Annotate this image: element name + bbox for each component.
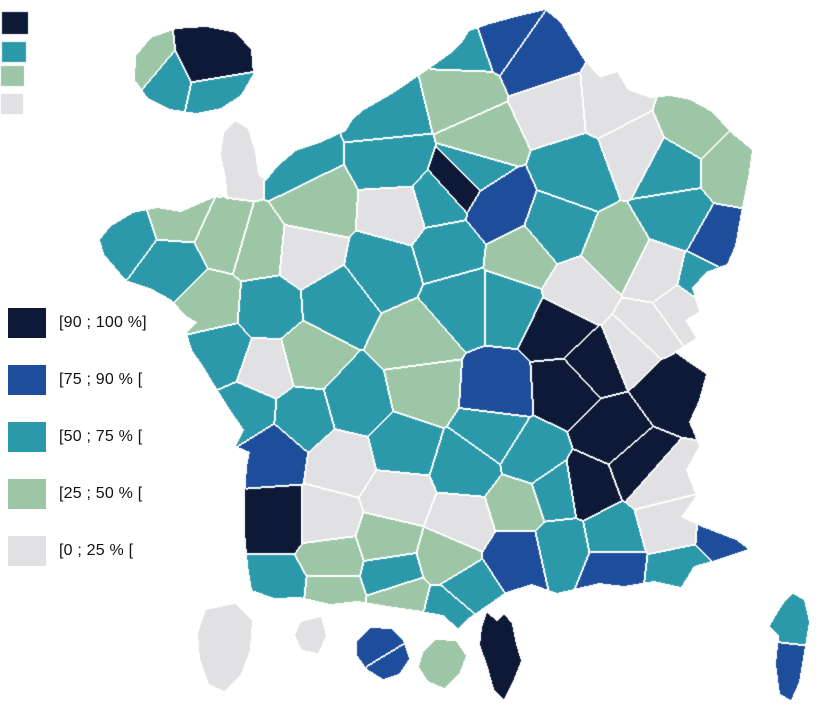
legend-item: [90 ; 100 %] — [8, 308, 147, 338]
legend-swatch-0-25 — [8, 536, 46, 566]
legend-item: [50 ; 75 % [ — [8, 422, 147, 452]
legend-label-50-75: [50 ; 75 % [ — [59, 428, 143, 445]
legend-item: [0 ; 25 % [ — [8, 536, 147, 566]
legend-swatch-75-90 — [8, 365, 46, 395]
legend: [90 ; 100 %] [75 ; 90 % [ [50 ; 75 % [ [… — [8, 308, 147, 566]
legend-swatch-50-75 — [8, 422, 46, 452]
legend-label-0-25: [0 ; 25 % [ — [59, 542, 134, 559]
legend-swatch-90-100 — [8, 308, 46, 338]
legend-label-75-90: [75 ; 90 % [ — [59, 371, 143, 388]
legend-label-25-50: [25 ; 50 % [ — [59, 485, 143, 502]
legend-label-90-100: [90 ; 100 %] — [59, 314, 147, 331]
legend-item: [75 ; 90 % [ — [8, 365, 147, 395]
legend-item: [25 ; 50 % [ — [8, 479, 147, 509]
legend-swatch-25-50 — [8, 479, 46, 509]
